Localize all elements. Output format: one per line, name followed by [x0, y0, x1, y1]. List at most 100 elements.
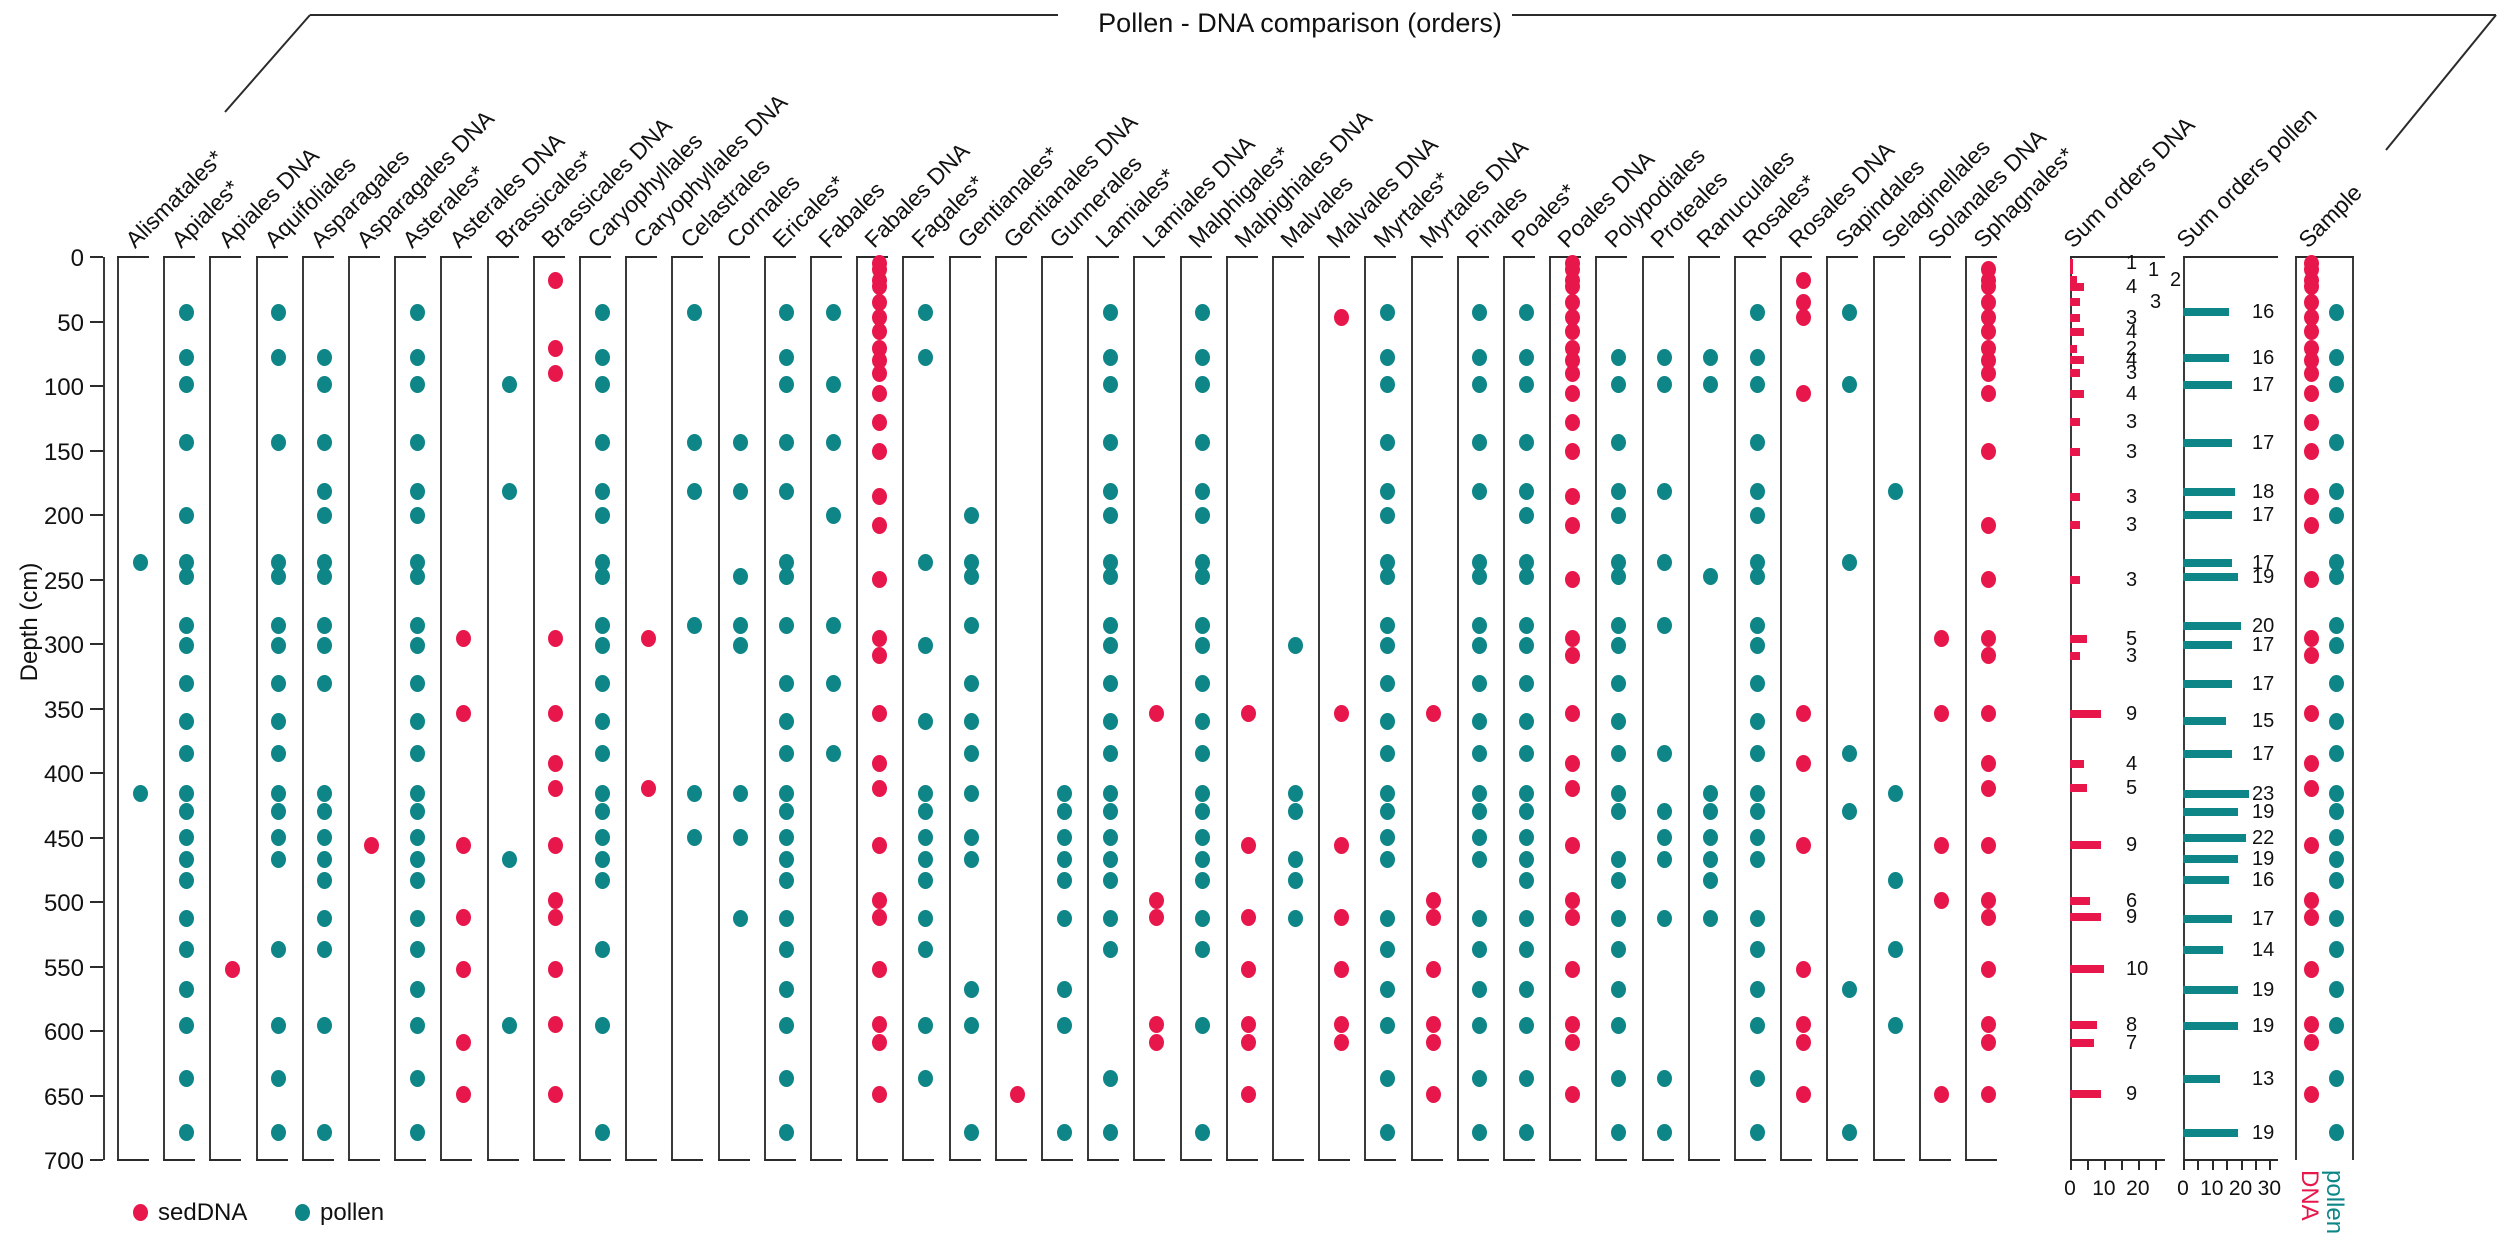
sample-seddna-dot [2303, 443, 2319, 461]
pollen-dot [1195, 941, 1211, 959]
sample-pollen-dot [2328, 1070, 2344, 1088]
seddna-dot [1980, 443, 1996, 461]
column-top-tick [763, 256, 796, 258]
seddna-dot [1426, 1016, 1442, 1034]
seddna-dot [640, 779, 656, 797]
pollen-dot [1611, 981, 1626, 999]
pollen-dot [779, 434, 795, 452]
seddna-dot [871, 892, 887, 910]
pollen-dot [964, 712, 980, 730]
pollen-dot [1518, 554, 1534, 572]
seddna-dot [1564, 630, 1580, 648]
column-axis [1272, 257, 1274, 1160]
pollen-dot [825, 376, 841, 394]
column-axis [625, 257, 628, 1160]
pollen-dot [1518, 617, 1534, 635]
sum-orders-dna-value: 4 [2126, 275, 2138, 298]
sum-orders-pollen-value: 16 [2252, 301, 2275, 324]
pollen-dot [317, 434, 333, 452]
pollen-dot [1749, 941, 1765, 959]
pollen-dot [1518, 785, 1534, 803]
pollen-dot [918, 1017, 933, 1035]
pollen-dot [409, 506, 425, 524]
column-bottom-tick [948, 1159, 981, 1161]
pollen-dot [1749, 785, 1765, 803]
pollen-dot [1518, 745, 1534, 763]
sample-pollen-dot [2328, 871, 2344, 889]
pollen-dot [1749, 303, 1765, 321]
column-top-tick [486, 256, 519, 258]
pollen-dot [918, 636, 933, 654]
pollen-dot [1195, 568, 1211, 586]
sample-seddna-dot [2303, 836, 2319, 854]
pollen-dot [317, 675, 333, 693]
sum-orders-dna-bar [2070, 634, 2087, 643]
y-axis-tick-label: 650 [43, 1083, 84, 1111]
column-axis [1918, 257, 1921, 1160]
sum-orders-dna-value: 2 [2170, 269, 2182, 292]
pollen-dot [1518, 803, 1534, 821]
pollen-dot [1056, 871, 1072, 889]
pollen-dot [1380, 1070, 1395, 1088]
pollen-dot [1380, 349, 1395, 367]
y-axis-tick-label: 0 [70, 245, 84, 272]
pollen-dot [1703, 568, 1719, 586]
column-axis [579, 257, 581, 1160]
sum-orders-dna-value: 9 [2126, 1083, 2138, 1106]
pollen-dot [1287, 871, 1303, 889]
pollen-dot [1380, 434, 1395, 452]
sum-orders-pollen-minor-tick [2240, 1160, 2243, 1170]
pollen-dot [317, 617, 333, 635]
column-bottom-tick [1872, 1159, 1905, 1161]
seddna-dot [1980, 836, 1996, 854]
pollen-dot [178, 829, 194, 846]
y-axis-tick-label: 200 [43, 503, 84, 530]
seddna-dot [456, 960, 471, 978]
column-top-tick [810, 256, 842, 258]
pollen-dot [1611, 1070, 1626, 1088]
pollen-dot [733, 829, 749, 846]
pollen-dot [594, 675, 610, 693]
pollen-dot [1749, 554, 1765, 572]
seddna-dot [1564, 443, 1580, 461]
pollen-dot [409, 675, 425, 693]
pollen-dot [1102, 871, 1118, 889]
seddna-dot [1980, 908, 1996, 926]
pollen-dot [594, 554, 610, 572]
pollen-dot [317, 376, 333, 394]
column-top-tick [209, 256, 242, 258]
pollen-dot [1518, 675, 1534, 693]
column-axis [1780, 257, 1783, 1160]
pollen-dot [1842, 745, 1857, 763]
y-axis-tick [90, 643, 103, 645]
sample-seddna-dot [2303, 1034, 2319, 1052]
seddna-dot [1149, 1016, 1164, 1034]
seddna-dot [871, 960, 887, 978]
seddna-dot [456, 836, 471, 854]
pollen-dot [271, 1124, 287, 1142]
pollen-dot [317, 506, 333, 524]
pollen-dot [178, 910, 194, 928]
column-bottom-tick [1918, 1159, 1951, 1161]
column-top-tick [1780, 256, 1813, 258]
pollen-dot [317, 941, 333, 959]
y-axis-tick [90, 578, 103, 581]
pollen-dot [687, 785, 702, 803]
pollen-dot [271, 745, 287, 763]
sum-orders-dna-bar [2070, 913, 2101, 922]
pollen-dot [1888, 871, 1904, 889]
sum-orders-dna-minor-tick [2086, 1160, 2089, 1170]
sum-orders-dna-value: 9 [2126, 702, 2138, 725]
column-top-tick [948, 256, 981, 258]
pollen-dot [1380, 636, 1395, 654]
seddna-dot [1333, 309, 1349, 327]
pollen-dot [687, 483, 702, 501]
column-bottom-tick [532, 1159, 565, 1161]
pollen-dot [687, 303, 702, 321]
pollen-dot [502, 850, 518, 868]
sample-seddna-dot [2303, 488, 2319, 506]
pollen-dot [779, 712, 795, 730]
column-axis [1826, 257, 1829, 1160]
sum-orders-dna-bar [2070, 369, 2081, 378]
seddna-dot [1564, 960, 1580, 978]
